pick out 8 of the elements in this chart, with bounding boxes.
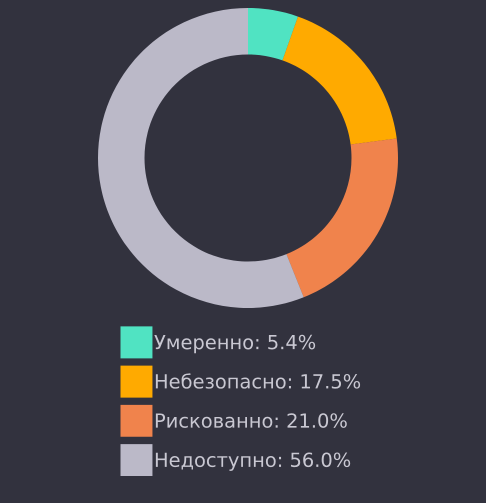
legend-label: Рискованно: 21.0%: [156, 413, 347, 428]
donut-slice: [98, 8, 304, 308]
donut-slice: [248, 8, 298, 60]
legend-label: Недоступно: 56.0%: [156, 452, 350, 471]
donut-slice: [286, 138, 398, 298]
donut-slice: [282, 16, 397, 145]
legend-label: Умеренно: 5.4%: [154, 334, 316, 354]
legend-label: Небезопасно: 17.5%: [156, 373, 360, 389]
